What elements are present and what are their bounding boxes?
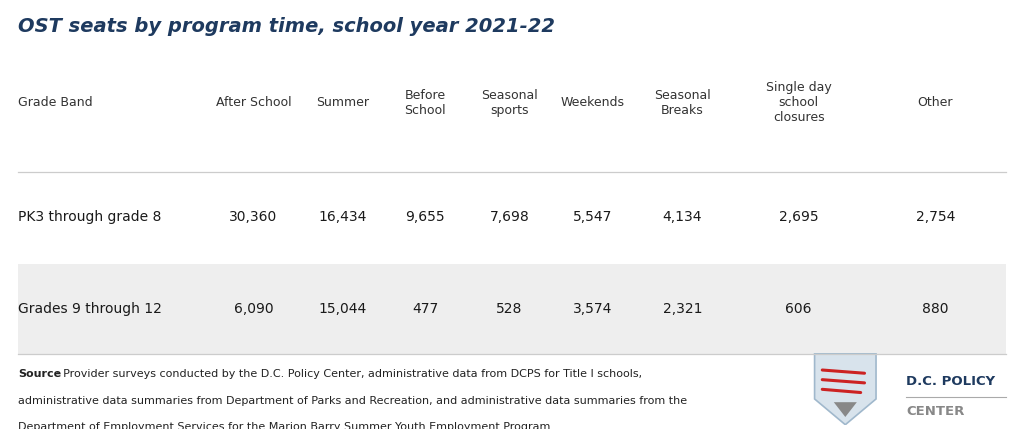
Text: 2,754: 2,754: [915, 210, 955, 224]
Text: 5,547: 5,547: [573, 210, 612, 224]
Text: 16,434: 16,434: [318, 210, 368, 224]
Text: Grade Band: Grade Band: [18, 97, 93, 109]
Text: 528: 528: [497, 302, 522, 316]
Text: 606: 606: [785, 302, 812, 316]
Text: 3,574: 3,574: [573, 302, 612, 316]
Text: D.C. POLICY: D.C. POLICY: [906, 375, 995, 388]
Text: Department of Employment Services for the Marion Barry Summer Youth Employment P: Department of Employment Services for th…: [18, 422, 554, 429]
Text: 7,698: 7,698: [489, 210, 529, 224]
Text: 880: 880: [923, 302, 948, 316]
Text: Weekends: Weekends: [561, 97, 625, 109]
Text: Seasonal
sports: Seasonal sports: [481, 89, 538, 117]
Polygon shape: [815, 354, 877, 425]
Text: Summer: Summer: [316, 97, 370, 109]
Text: PK3 through grade 8: PK3 through grade 8: [18, 210, 162, 224]
Text: 4,134: 4,134: [663, 210, 702, 224]
Text: 2,695: 2,695: [779, 210, 818, 224]
Text: Before
School: Before School: [404, 89, 445, 117]
Text: 15,044: 15,044: [318, 302, 368, 316]
Text: OST seats by program time, school year 2021-22: OST seats by program time, school year 2…: [18, 17, 555, 36]
Text: 2,321: 2,321: [663, 302, 702, 316]
Text: Single day
school
closures: Single day school closures: [766, 82, 831, 124]
Text: Other: Other: [918, 97, 953, 109]
Text: CENTER: CENTER: [906, 405, 965, 418]
Text: 6,090: 6,090: [233, 302, 273, 316]
Text: : Provider surveys conducted by the D.C. Policy Center, administrative data from: : Provider surveys conducted by the D.C.…: [56, 369, 642, 379]
Text: 477: 477: [412, 302, 438, 316]
Text: 30,360: 30,360: [229, 210, 278, 224]
Text: Grades 9 through 12: Grades 9 through 12: [18, 302, 163, 316]
Text: Seasonal
Breaks: Seasonal Breaks: [654, 89, 711, 117]
Text: Source: Source: [18, 369, 61, 379]
Polygon shape: [834, 402, 857, 417]
Text: After School: After School: [216, 97, 291, 109]
Text: 9,655: 9,655: [406, 210, 444, 224]
Text: administrative data summaries from Department of Parks and Recreation, and admin: administrative data summaries from Depar…: [18, 396, 687, 405]
